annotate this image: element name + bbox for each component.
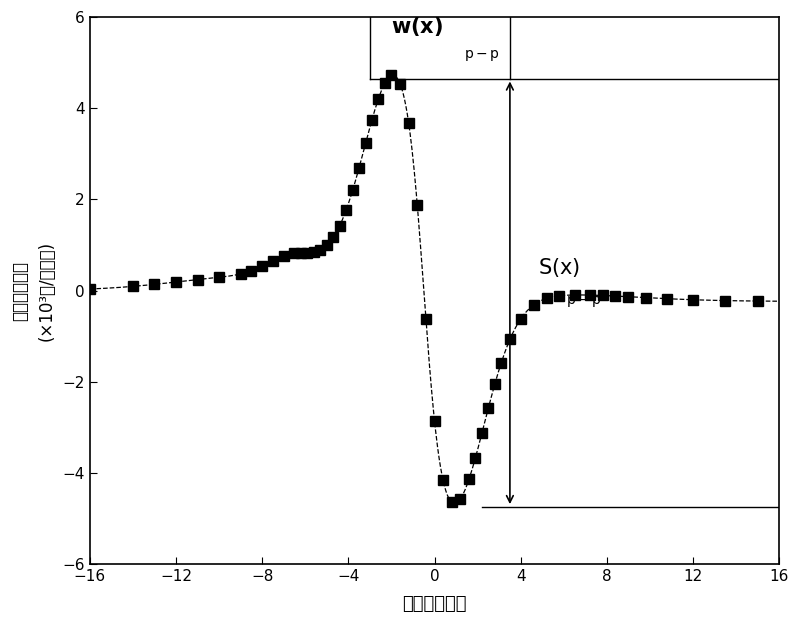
- Text: $\bf{w(x)}$: $\bf{w(x)}$: [391, 14, 443, 37]
- X-axis label: 位置（毫米）: 位置（毫米）: [402, 595, 466, 613]
- Y-axis label: 切向漏磁梯度
(×10³安/平方米): 切向漏磁梯度 (×10³安/平方米): [11, 240, 55, 341]
- Text: $\mathrm{S(x)}$: $\mathrm{S(x)}$: [538, 256, 580, 279]
- Text: $\mathrm{p-p}$: $\mathrm{p-p}$: [566, 295, 602, 310]
- Text: $\mathrm{p-p}$: $\mathrm{p-p}$: [463, 48, 499, 64]
